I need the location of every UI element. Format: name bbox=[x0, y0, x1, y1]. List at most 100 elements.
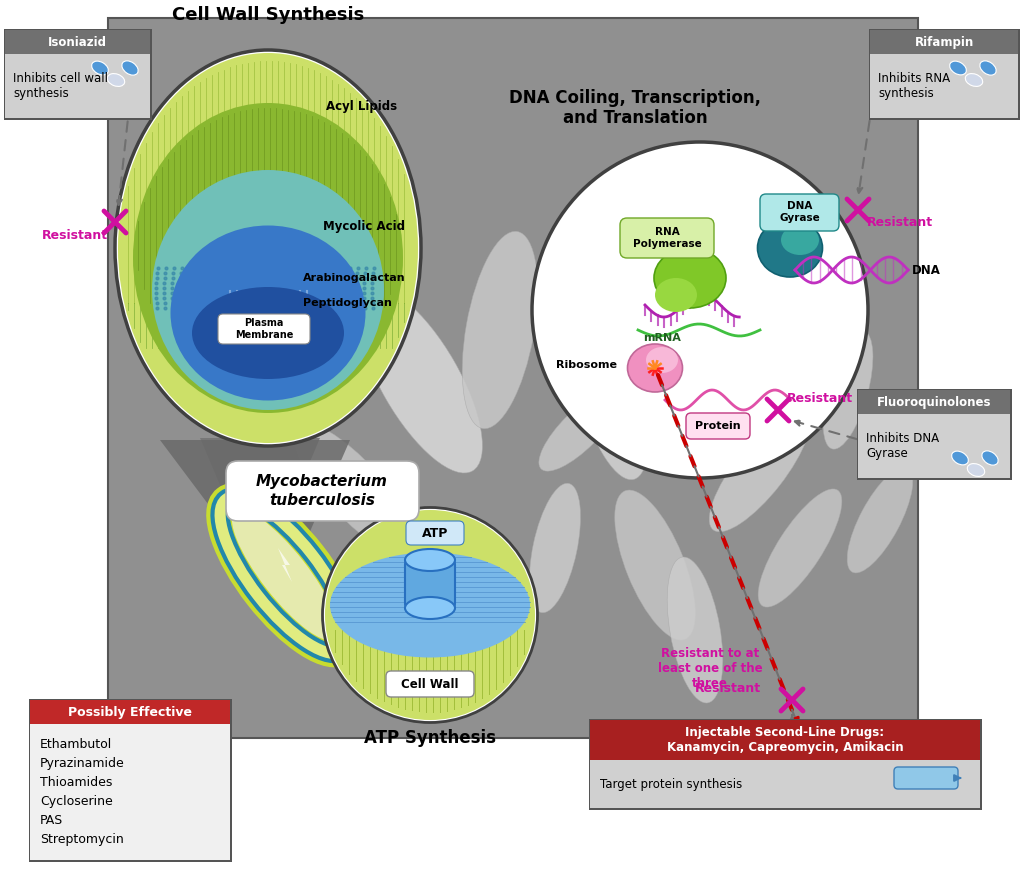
Text: Inhibits cell wall
synthesis: Inhibits cell wall synthesis bbox=[13, 72, 108, 100]
Ellipse shape bbox=[710, 409, 811, 532]
Text: RNA
Polymerase: RNA Polymerase bbox=[633, 228, 701, 249]
Text: ATP: ATP bbox=[422, 527, 449, 539]
Ellipse shape bbox=[193, 287, 344, 379]
Bar bbox=[870, 30, 1018, 54]
Text: Injectable Second-Line Drugs:
Kanamycin, Capreomycin, Amikacin: Injectable Second-Line Drugs: Kanamycin,… bbox=[667, 726, 903, 754]
Text: Target protein synthesis: Target protein synthesis bbox=[600, 778, 742, 790]
Ellipse shape bbox=[280, 326, 285, 330]
Ellipse shape bbox=[357, 287, 482, 473]
Ellipse shape bbox=[949, 61, 967, 75]
Text: Resistant: Resistant bbox=[42, 228, 109, 242]
Ellipse shape bbox=[108, 73, 125, 86]
Text: Plasma
Membrane: Plasma Membrane bbox=[234, 318, 293, 340]
Text: Peptidoglycan: Peptidoglycan bbox=[303, 298, 392, 308]
Ellipse shape bbox=[267, 336, 272, 340]
Bar bbox=[589, 719, 981, 809]
FancyBboxPatch shape bbox=[226, 461, 419, 521]
Ellipse shape bbox=[261, 326, 266, 330]
Text: Inhibits DNA
Gyrase: Inhibits DNA Gyrase bbox=[866, 432, 939, 460]
Ellipse shape bbox=[646, 347, 678, 373]
Ellipse shape bbox=[968, 463, 985, 477]
Bar bbox=[30, 700, 230, 860]
Text: Resistant: Resistant bbox=[786, 392, 853, 404]
Ellipse shape bbox=[614, 490, 695, 640]
Bar bbox=[5, 30, 150, 118]
Ellipse shape bbox=[247, 552, 362, 648]
Ellipse shape bbox=[133, 103, 403, 413]
Bar bbox=[5, 30, 150, 54]
Text: ATP: ATP bbox=[421, 530, 450, 544]
Ellipse shape bbox=[951, 451, 969, 465]
FancyBboxPatch shape bbox=[894, 767, 958, 789]
Ellipse shape bbox=[244, 326, 249, 330]
Ellipse shape bbox=[232, 510, 338, 641]
Ellipse shape bbox=[406, 597, 455, 619]
Text: Fluoroquinolones: Fluoroquinolones bbox=[877, 395, 991, 409]
FancyBboxPatch shape bbox=[218, 314, 310, 344]
Ellipse shape bbox=[758, 489, 842, 607]
Text: ATP Synthesis: ATP Synthesis bbox=[364, 729, 496, 747]
Ellipse shape bbox=[571, 300, 648, 479]
Bar bbox=[590, 720, 980, 808]
Polygon shape bbox=[355, 540, 500, 640]
Ellipse shape bbox=[433, 513, 486, 668]
Ellipse shape bbox=[966, 73, 983, 86]
Bar bbox=[858, 390, 1010, 414]
Text: Possibly Effective: Possibly Effective bbox=[68, 705, 193, 719]
Ellipse shape bbox=[267, 326, 272, 330]
Text: mRNA: mRNA bbox=[643, 333, 681, 343]
Ellipse shape bbox=[406, 549, 455, 571]
Text: Acyl Lipids: Acyl Lipids bbox=[326, 99, 397, 113]
Polygon shape bbox=[160, 440, 350, 600]
FancyBboxPatch shape bbox=[760, 194, 839, 231]
Ellipse shape bbox=[286, 336, 291, 340]
Text: DNA
Gyrase: DNA Gyrase bbox=[779, 202, 820, 223]
FancyBboxPatch shape bbox=[406, 557, 455, 611]
Bar bbox=[30, 700, 230, 724]
Ellipse shape bbox=[273, 336, 279, 340]
Text: Inhibits RNA
synthesis: Inhibits RNA synthesis bbox=[878, 72, 950, 100]
Text: Resistant: Resistant bbox=[695, 682, 761, 694]
Ellipse shape bbox=[256, 326, 260, 330]
Ellipse shape bbox=[982, 451, 998, 465]
Ellipse shape bbox=[847, 467, 912, 573]
Ellipse shape bbox=[654, 248, 726, 308]
Ellipse shape bbox=[823, 331, 872, 449]
Ellipse shape bbox=[535, 145, 865, 475]
Ellipse shape bbox=[655, 278, 697, 312]
Ellipse shape bbox=[152, 170, 384, 410]
Bar bbox=[108, 18, 918, 738]
Bar bbox=[858, 390, 1010, 478]
Text: Arabinogalactan: Arabinogalactan bbox=[303, 273, 406, 283]
Ellipse shape bbox=[92, 61, 109, 75]
Ellipse shape bbox=[294, 424, 416, 556]
Polygon shape bbox=[200, 438, 319, 580]
Ellipse shape bbox=[280, 336, 285, 340]
Text: DNA: DNA bbox=[912, 263, 941, 277]
Ellipse shape bbox=[122, 61, 138, 75]
Bar bbox=[3, 29, 152, 119]
Ellipse shape bbox=[118, 53, 418, 443]
Ellipse shape bbox=[115, 50, 421, 446]
Ellipse shape bbox=[330, 553, 530, 658]
Bar bbox=[868, 29, 1020, 119]
Ellipse shape bbox=[628, 344, 683, 392]
Text: Mycolic Acid: Mycolic Acid bbox=[323, 220, 406, 232]
Ellipse shape bbox=[529, 483, 581, 613]
Ellipse shape bbox=[261, 336, 266, 340]
Ellipse shape bbox=[273, 326, 279, 330]
Ellipse shape bbox=[337, 612, 453, 687]
Ellipse shape bbox=[758, 219, 822, 277]
Text: Mycobacterium
tuberculosis: Mycobacterium tuberculosis bbox=[256, 474, 388, 508]
Bar bbox=[590, 720, 980, 760]
Text: DNA Coiling, Transcription,
and Translation: DNA Coiling, Transcription, and Translat… bbox=[509, 89, 761, 127]
Text: Rifampin: Rifampin bbox=[914, 36, 974, 48]
Bar bbox=[870, 30, 1018, 118]
Text: Isoniazid: Isoniazid bbox=[48, 36, 106, 48]
Ellipse shape bbox=[323, 507, 538, 722]
Ellipse shape bbox=[539, 389, 622, 471]
Text: Resistant: Resistant bbox=[867, 216, 933, 228]
Bar bbox=[856, 389, 1012, 479]
Ellipse shape bbox=[781, 225, 819, 255]
Ellipse shape bbox=[462, 231, 538, 428]
